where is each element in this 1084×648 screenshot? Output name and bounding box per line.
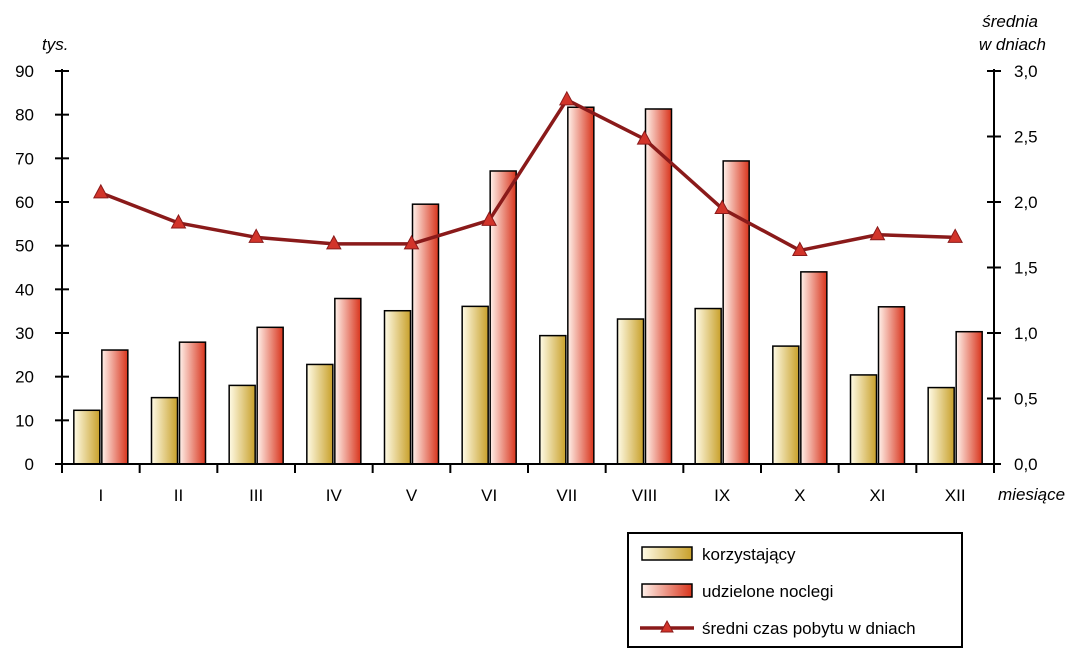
line-point-marker (636, 130, 653, 145)
y-tick-label: 90 (15, 62, 34, 81)
y2-tick-label: 1,5 (1014, 259, 1038, 278)
y-tick-label: 80 (15, 106, 34, 125)
y2-tick-label: 2,0 (1014, 193, 1038, 212)
y-tick-label: 40 (15, 280, 34, 299)
bar-korzystajacy (228, 384, 256, 465)
bars-layer (73, 106, 983, 465)
x-tick-label: VII (556, 486, 577, 505)
legend-swatch-korzystajacy (641, 546, 693, 561)
x-axis-title: miesiące (998, 485, 1065, 504)
bar-noclegi (955, 330, 983, 465)
bar-korzystajacy (73, 409, 101, 465)
bar-korzystajacy (772, 345, 800, 465)
bar-noclegi (877, 306, 906, 465)
y-tick-label: 20 (15, 368, 34, 387)
line-point-marker (92, 183, 109, 199)
line-point-marker (714, 199, 731, 215)
line-point-marker (325, 234, 342, 250)
bar-noclegi (101, 349, 129, 465)
legend-label-line: średni czas pobytu w dniach (702, 619, 916, 638)
x-tick-label: XII (945, 486, 966, 505)
bar-noclegi (567, 106, 595, 465)
line-point-marker (791, 241, 808, 256)
y2-tick-label: 2,5 (1014, 128, 1038, 147)
bar-noclegi (722, 160, 750, 465)
y2-tick-label: 3,0 (1014, 62, 1038, 81)
axes-layer (55, 69, 1001, 473)
y2-tick-label: 1,0 (1014, 324, 1038, 343)
y2-axis-title-line1: średnia (982, 12, 1038, 31)
x-tick-label: III (249, 486, 263, 505)
legend: korzystający udzielone noclegi średni cz… (627, 532, 963, 648)
legend-label-korzystajacy: korzystający (702, 545, 796, 564)
y-tick-label: 70 (15, 149, 34, 168)
ticks-layer: 0 10 20 30 40 50 60 70 80 90 0,0 0,5 1,0 1,5 2,0 2,5 3,0… (15, 62, 1038, 505)
bar-korzystajacy (383, 309, 412, 465)
x-tick-label: IX (714, 486, 730, 505)
bar-noclegi (644, 108, 673, 465)
bar-noclegi (256, 326, 284, 465)
bar-korzystajacy (927, 386, 955, 465)
x-tick-label: V (406, 486, 418, 505)
bar-noclegi (800, 271, 828, 465)
bar-noclegi (334, 297, 362, 465)
x-tick-label: VIII (632, 486, 658, 505)
line-point-marker (170, 213, 187, 229)
bar-korzystajacy (461, 305, 489, 465)
x-tick-label: XI (869, 486, 885, 505)
legend-label-noclegi: udzielone noclegi (702, 582, 833, 601)
x-tick-label: I (98, 486, 103, 505)
y-tick-label: 0 (25, 455, 34, 474)
y-axis-title: tys. (42, 35, 68, 54)
y2-axis-title-line2: w dniach (979, 35, 1046, 54)
series-line-sredni-czas (100, 98, 956, 253)
bar-korzystajacy (694, 307, 722, 465)
bar-korzystajacy (539, 334, 567, 465)
line-point-marker (869, 225, 886, 241)
line-point-marker (558, 90, 575, 106)
bar-korzystajacy (616, 318, 645, 465)
line-point-marker (947, 228, 964, 243)
bar-korzystajacy (150, 396, 179, 465)
line-point-marker (481, 211, 498, 226)
y-tick-label: 30 (15, 324, 34, 343)
y-tick-label: 60 (15, 193, 34, 212)
legend-swatch-marker (660, 619, 674, 633)
line-point-marker (403, 234, 420, 250)
bar-korzystajacy (306, 363, 334, 465)
y-tick-label: 50 (15, 237, 34, 256)
x-tick-label: II (174, 486, 183, 505)
legend-swatch-noclegi (641, 583, 693, 598)
x-tick-label: IV (326, 486, 343, 505)
x-tick-label: VI (481, 486, 497, 505)
y2-tick-label: 0,5 (1014, 390, 1038, 409)
bar-noclegi (178, 341, 207, 465)
bar-korzystajacy (849, 374, 878, 465)
bar-noclegi (489, 170, 517, 465)
line-point-marker (248, 228, 265, 243)
y-tick-label: 10 (15, 411, 34, 430)
x-tick-label: X (794, 486, 805, 505)
line-layer (92, 90, 964, 256)
y2-tick-label: 0,0 (1014, 455, 1038, 474)
